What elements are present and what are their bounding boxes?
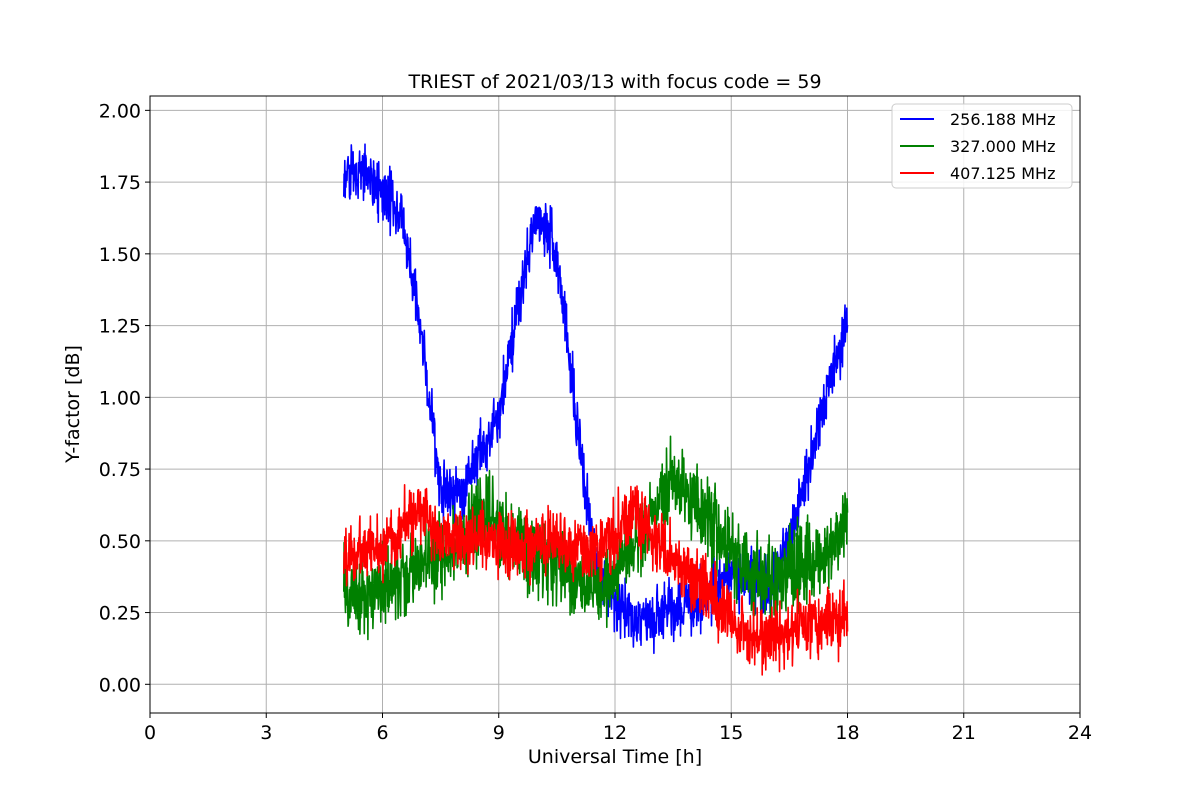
x-tick-label: 12 bbox=[603, 722, 627, 744]
x-tick-label: 0 bbox=[144, 722, 156, 744]
x-tick-label: 21 bbox=[952, 722, 976, 744]
legend-label-1: 256.188 MHz bbox=[950, 110, 1055, 129]
x-tick-label: 9 bbox=[493, 722, 505, 744]
axis-ticks: 0 3 6 9 12 15 18 21 24 0.00 0.25 0.50 0.75 1.00 1.25 1.… bbox=[99, 100, 1092, 744]
x-tick-label: 6 bbox=[376, 722, 388, 744]
y-tick-label: 1.00 bbox=[99, 387, 141, 409]
chart-title: TRIEST of 2021/03/13 with focus code = 5… bbox=[407, 71, 821, 93]
x-tick-label: 15 bbox=[719, 722, 743, 744]
legend-box bbox=[891, 103, 1073, 189]
series-line-3 bbox=[343, 484, 849, 676]
y-tick-label: 0.75 bbox=[99, 459, 141, 481]
x-tick-label: 24 bbox=[1068, 722, 1092, 744]
legend: 256.188 MHz 327.000 MHz 407.125 MHz bbox=[891, 103, 1073, 189]
x-tick-label: 18 bbox=[835, 722, 859, 744]
y-tick-label: 0.00 bbox=[99, 674, 141, 696]
x-axis-label: Universal Time [h] bbox=[528, 746, 702, 768]
legend-label-3: 407.125 MHz bbox=[950, 164, 1055, 183]
y-tick-label: 0.25 bbox=[99, 603, 141, 625]
x-tick-label: 3 bbox=[260, 722, 272, 744]
plot-area bbox=[343, 143, 849, 676]
series-line-2 bbox=[343, 435, 849, 641]
y-axis-label: Y-factor [dB] bbox=[62, 345, 84, 464]
y-tick-label: 1.50 bbox=[99, 244, 141, 266]
y-tick-label: 2.00 bbox=[99, 100, 141, 122]
legend-label-2: 327.000 MHz bbox=[950, 137, 1055, 156]
y-tick-label: 1.75 bbox=[99, 172, 141, 194]
y-tick-label: 0.50 bbox=[99, 531, 141, 553]
y-tick-label: 1.25 bbox=[99, 316, 141, 338]
